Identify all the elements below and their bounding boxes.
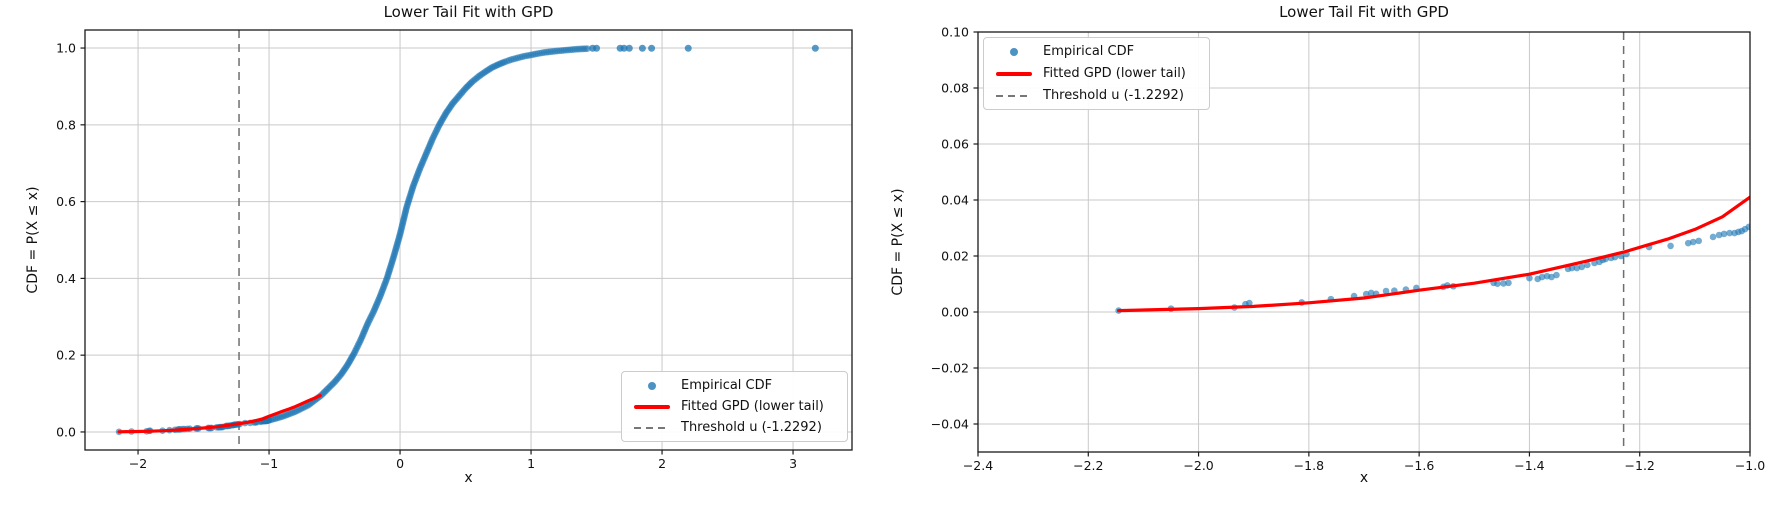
svg-text:−2.4: −2.4 bbox=[963, 458, 993, 473]
left-x-axis-label: x bbox=[464, 470, 473, 486]
svg-text:0.10: 0.10 bbox=[941, 25, 969, 40]
legend-label: Threshold u (-1.2292) bbox=[1043, 88, 1184, 103]
red-line-icon bbox=[632, 404, 672, 409]
svg-text:−2.0: −2.0 bbox=[1183, 458, 1213, 473]
svg-text:0.04: 0.04 bbox=[941, 193, 969, 208]
scatter-marker-icon bbox=[632, 381, 672, 390]
svg-text:−1.2: −1.2 bbox=[1625, 458, 1655, 473]
svg-text:2: 2 bbox=[658, 456, 666, 471]
svg-text:1.0: 1.0 bbox=[56, 41, 76, 56]
svg-text:0.8: 0.8 bbox=[56, 117, 76, 132]
legend-entry-empirical: Empirical CDF bbox=[994, 44, 1199, 59]
svg-text:−1.8: −1.8 bbox=[1294, 458, 1324, 473]
legend-entry-threshold: Threshold u (-1.2292) bbox=[632, 420, 837, 435]
legend-label: Empirical CDF bbox=[681, 378, 773, 393]
svg-text:0.00: 0.00 bbox=[941, 305, 969, 320]
svg-text:−1: −1 bbox=[260, 456, 278, 471]
legend-label: Fitted GPD (lower tail) bbox=[681, 399, 824, 414]
svg-text:−1.4: −1.4 bbox=[1514, 458, 1544, 473]
right-x-axis-label: x bbox=[1359, 470, 1369, 486]
svg-text:3: 3 bbox=[789, 456, 797, 471]
svg-text:−0.02: −0.02 bbox=[931, 361, 969, 376]
right-y-axis-label: CDF = P(X ≤ x) bbox=[890, 188, 906, 296]
legend-label: Empirical CDF bbox=[1043, 44, 1135, 59]
right-legend: Empirical CDF Fitted GPD (lower tail) Th… bbox=[983, 37, 1210, 110]
svg-text:0.6: 0.6 bbox=[56, 194, 76, 209]
svg-text:0.06: 0.06 bbox=[941, 137, 969, 152]
red-line-icon bbox=[994, 71, 1034, 76]
svg-text:−0.04: −0.04 bbox=[931, 417, 969, 432]
svg-text:−2: −2 bbox=[129, 456, 147, 471]
svg-text:0.08: 0.08 bbox=[941, 81, 969, 96]
svg-text:0: 0 bbox=[396, 456, 404, 471]
svg-text:0.4: 0.4 bbox=[56, 271, 76, 286]
dashed-line-icon bbox=[994, 94, 1034, 97]
svg-text:0.2: 0.2 bbox=[56, 348, 76, 363]
legend-label: Fitted GPD (lower tail) bbox=[1043, 66, 1186, 81]
right-chart-title: Lower Tail Fit with GPD bbox=[1279, 3, 1449, 21]
legend-entry-threshold: Threshold u (-1.2292) bbox=[994, 88, 1199, 103]
legend-entry-fitted: Fitted GPD (lower tail) bbox=[632, 399, 837, 414]
svg-text:0.02: 0.02 bbox=[941, 249, 969, 264]
scatter-marker-icon bbox=[994, 47, 1034, 56]
left-y-axis-label: CDF = P(X ≤ x) bbox=[25, 186, 41, 294]
legend-entry-empirical: Empirical CDF bbox=[632, 378, 837, 393]
svg-text:−1.0: −1.0 bbox=[1735, 458, 1765, 473]
svg-text:−2.2: −2.2 bbox=[1073, 458, 1103, 473]
legend-entry-fitted: Fitted GPD (lower tail) bbox=[994, 66, 1199, 81]
dashed-line-icon bbox=[632, 426, 672, 429]
svg-text:0.0: 0.0 bbox=[56, 424, 76, 439]
svg-text:−1.6: −1.6 bbox=[1404, 458, 1434, 473]
left-legend: Empirical CDF Fitted GPD (lower tail) Th… bbox=[621, 371, 848, 442]
legend-label: Threshold u (-1.2292) bbox=[681, 420, 822, 435]
left-chart-title: Lower Tail Fit with GPD bbox=[383, 3, 554, 21]
svg-text:1: 1 bbox=[527, 456, 535, 471]
